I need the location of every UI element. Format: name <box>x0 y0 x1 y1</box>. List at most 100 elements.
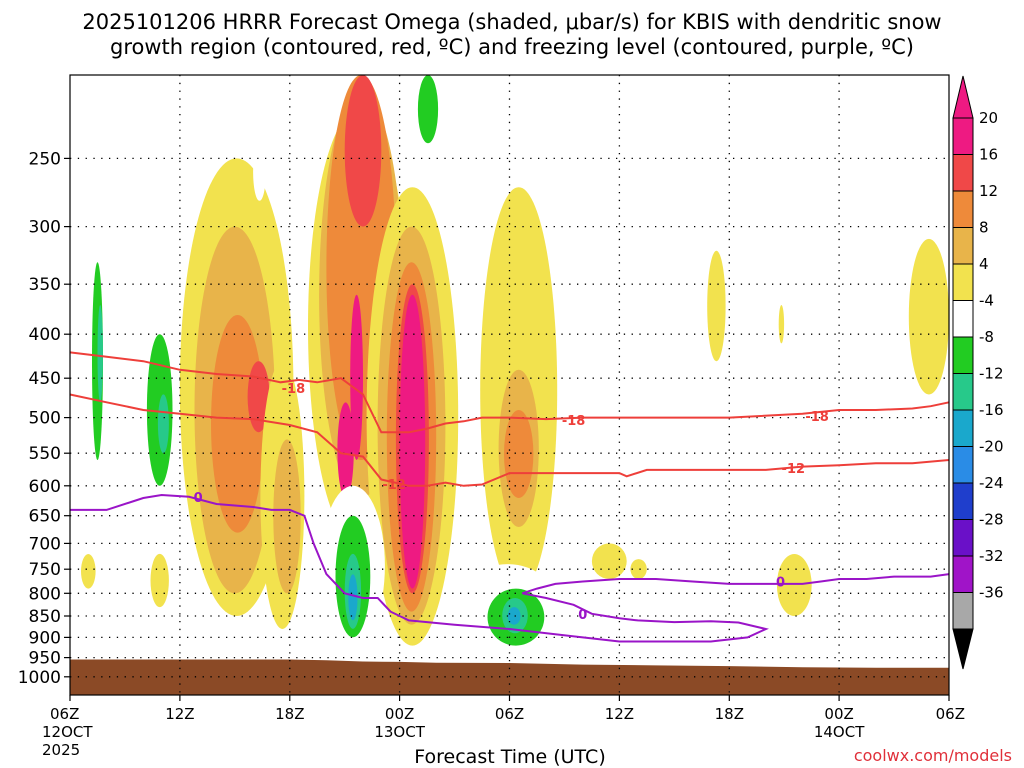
freezing-level-label: 0 <box>776 576 785 591</box>
colorbar-swatch <box>952 373 974 411</box>
colorbar-label: -12 <box>979 365 1004 383</box>
omega-area <box>591 543 627 579</box>
omega-area <box>97 305 103 403</box>
plot-area: -18 -18 -18 -12 -12 0 0 0 <box>69 74 950 696</box>
omega-area <box>908 238 949 395</box>
y-axis: 2503003504004505005506006507007508008509… <box>18 149 70 688</box>
colorbar-label: -32 <box>979 547 1004 565</box>
y-tick-label: 850 <box>29 607 61 627</box>
omega-area <box>630 559 647 580</box>
colorbar-swatch <box>952 482 974 520</box>
chart-title-line-2: growth region (contoured, red, ºC) and f… <box>110 35 914 59</box>
colorbar-label: -20 <box>979 438 1004 456</box>
omega-area <box>507 607 521 625</box>
colorbar-label: -8 <box>979 328 994 346</box>
omega-area <box>211 315 265 533</box>
x-tick-label: 06Z <box>495 705 524 723</box>
omega-area <box>81 554 96 589</box>
y-tick-label: 750 <box>29 560 61 580</box>
omega-area <box>417 75 439 144</box>
omega-area <box>778 305 785 344</box>
colorbar-label: 16 <box>979 146 998 164</box>
y-tick-label: 900 <box>29 628 61 648</box>
colorbar-label: -24 <box>979 474 1004 492</box>
snow-growth-contour <box>69 351 950 434</box>
omega-area <box>150 553 169 608</box>
colorbar-swatch <box>952 409 974 447</box>
y-tick-label: 300 <box>29 218 61 238</box>
x-tick-label: 00Z <box>385 705 414 723</box>
colorbar-swatch <box>952 154 974 192</box>
omega-area <box>220 75 226 111</box>
snow-growth-label: -12 <box>382 478 406 493</box>
colorbar-label: 20 <box>979 109 998 127</box>
omega-area <box>298 616 310 629</box>
colorbar-label: -36 <box>979 584 1004 602</box>
y-tick-label: 250 <box>29 149 61 169</box>
x-tick-label: 12Z <box>605 705 634 723</box>
x-axis-label: Forecast Time (UTC) <box>414 746 605 768</box>
omega-area <box>399 294 426 589</box>
colorbar-label: -28 <box>979 511 1004 529</box>
y-tick-label: 500 <box>29 409 61 429</box>
y-tick-label: 350 <box>29 275 61 295</box>
colorbar-label: 8 <box>979 219 989 237</box>
colorbar-label: 12 <box>979 182 998 200</box>
x-tick-label: 18Z <box>275 705 304 723</box>
x-tick-label: 06Z <box>50 705 79 723</box>
x-tick-label: 00Z <box>824 705 853 723</box>
omega-area <box>157 394 169 454</box>
colorbar-swatch <box>952 336 974 374</box>
omega-area <box>253 143 266 201</box>
freezing-level-label: 0 <box>578 608 587 623</box>
colorbar-swatch <box>952 555 974 593</box>
y-tick-label: 800 <box>29 584 61 604</box>
x-tick-year: 2025 <box>42 741 80 759</box>
colorbar-upper-arrow <box>952 75 974 119</box>
snow-growth-label: -12 <box>782 462 806 477</box>
freezing-level-contour <box>70 493 950 643</box>
omega-area <box>707 250 726 362</box>
omega-area <box>707 645 726 658</box>
y-tick-label: 1000 <box>18 668 61 688</box>
y-tick-label: 450 <box>29 369 61 389</box>
x-tick-label: 18Z <box>715 705 744 723</box>
x-tick-label: 12Z <box>165 705 194 723</box>
omega-area <box>941 402 949 474</box>
chart-title-line-1: 2025101206 HRRR Forecast Omega (shaded, … <box>82 10 941 34</box>
omega-area <box>580 386 594 426</box>
omega-area <box>350 294 363 460</box>
snow-growth-contour <box>69 393 950 487</box>
colorbar-swatch <box>952 263 974 301</box>
colorbar-label: 4 <box>979 255 989 273</box>
omega-area <box>348 574 358 621</box>
snow-growth-label: -18 <box>562 414 586 429</box>
colorbar-label: -16 <box>979 401 1004 419</box>
colorbar-swatch <box>952 227 974 265</box>
y-tick-label: 600 <box>29 477 61 497</box>
x-tick-date: 14OCT <box>814 723 865 741</box>
colorbar-swatch <box>952 117 974 155</box>
y-tick-label: 650 <box>29 507 61 527</box>
omega-area <box>337 402 354 499</box>
omega-area <box>273 439 301 594</box>
snow-growth-label: -18 <box>282 382 306 397</box>
colorbar-swatch <box>952 190 974 228</box>
omega-shading-layer <box>81 75 949 662</box>
credit-link[interactable]: coolwx.com/models <box>854 746 1012 765</box>
contour-layer: -18 -18 -18 -12 -12 0 0 0 <box>69 351 950 643</box>
colorbar-swatch <box>952 592 974 630</box>
x-tick-date: 12OCT <box>42 723 93 741</box>
omega-area <box>156 158 175 285</box>
freezing-level-label: 0 <box>194 491 203 506</box>
omega-area <box>776 554 812 616</box>
colorbar-lower-arrow <box>952 628 974 670</box>
snow-growth-label: -18 <box>805 410 829 425</box>
colorbar-label: -4 <box>979 292 994 310</box>
omega-area <box>504 410 534 498</box>
y-tick-label: 950 <box>29 649 61 669</box>
x-tick-date: 13OCT <box>374 723 425 741</box>
y-tick-label: 700 <box>29 534 61 554</box>
